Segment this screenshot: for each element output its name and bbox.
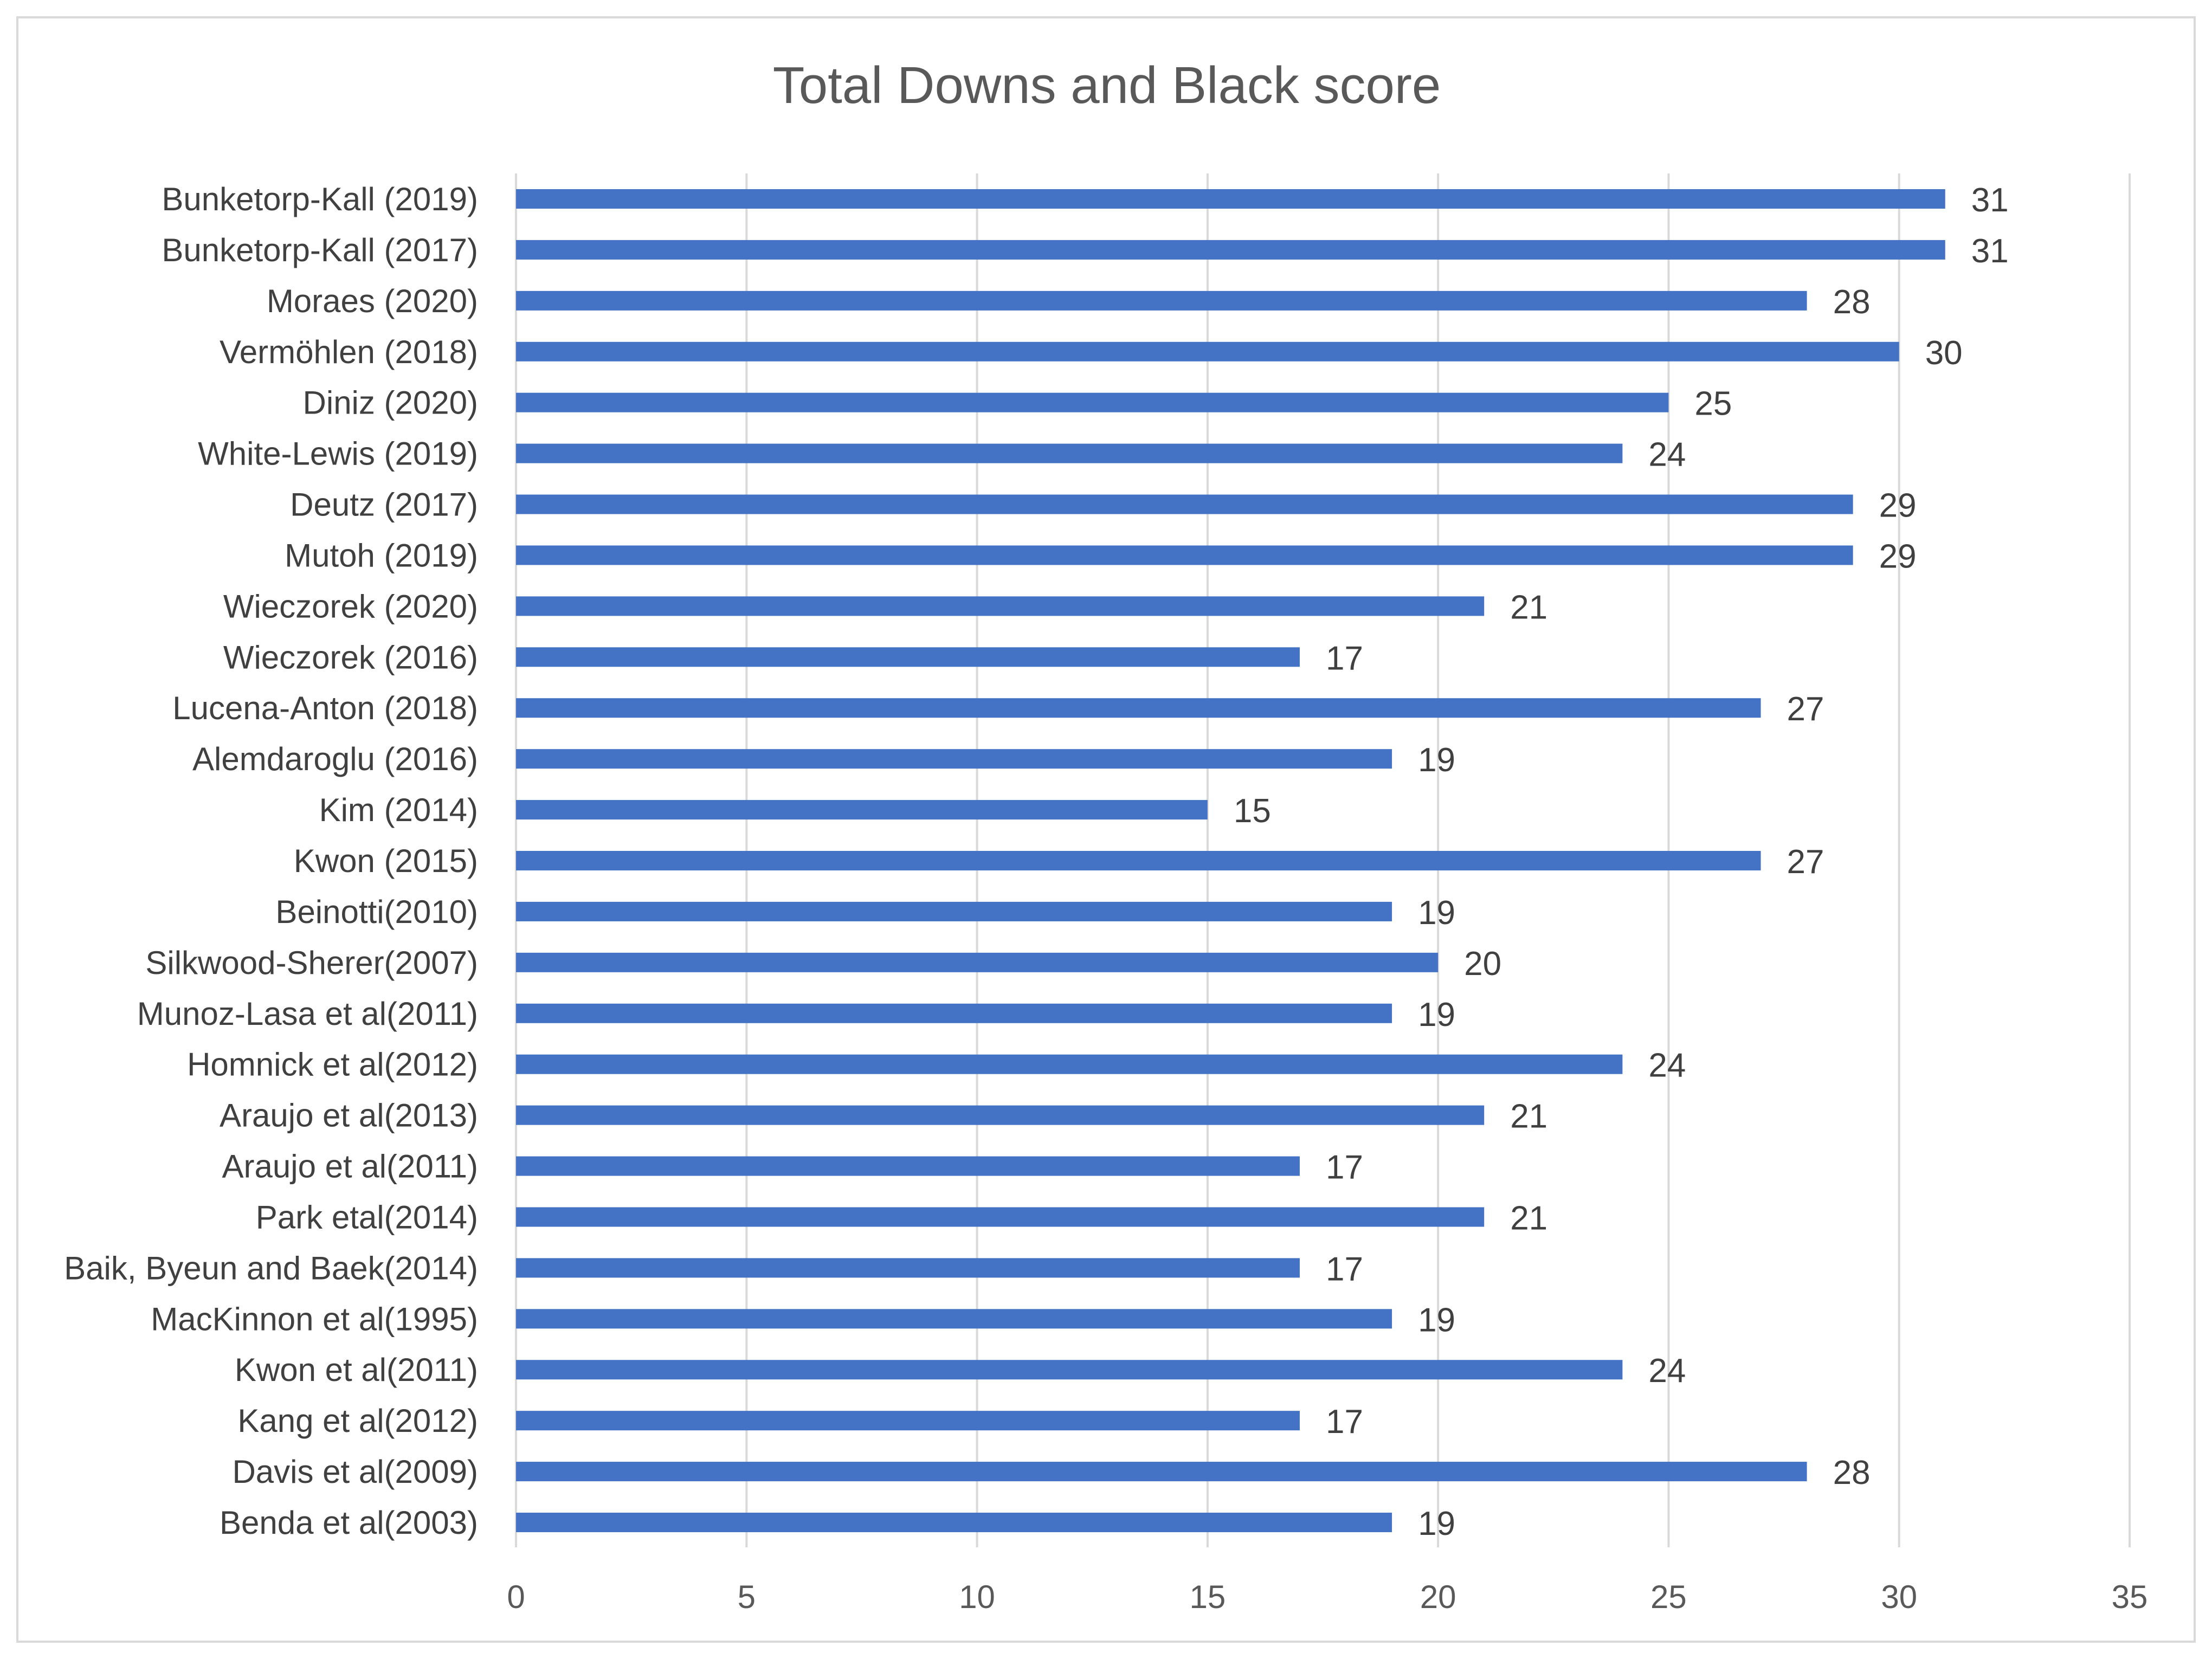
data-label: 17	[1326, 640, 1363, 677]
bar	[516, 341, 1899, 362]
category-label: Vermöhlen (2018)	[220, 334, 478, 370]
x-tick-label: 20	[1420, 1579, 1456, 1615]
category-label: Araujo et al(2011)	[222, 1148, 479, 1185]
category-label: Benda et al(2003)	[220, 1505, 478, 1541]
bar	[516, 1054, 1623, 1074]
chart-title: Total Downs and Black score	[773, 56, 1441, 114]
category-labels: Bunketorp-Kall (2019) Bunketorp-Kall (201…	[64, 181, 478, 1541]
bar	[516, 1003, 1392, 1023]
x-tick-label: 15	[1189, 1579, 1226, 1615]
bar	[516, 392, 1669, 412]
bar	[516, 189, 1945, 209]
bar	[516, 749, 1392, 769]
data-label: 24	[1648, 436, 1686, 474]
category-label: Kwon (2015)	[294, 843, 478, 879]
category-label: Moraes (2020)	[267, 283, 478, 319]
data-label: 31	[1971, 182, 2009, 219]
data-label: 19	[1418, 1301, 1455, 1339]
x-tick-label: 5	[738, 1579, 756, 1615]
category-label: Mutoh (2019)	[285, 537, 478, 573]
category-label: Wieczorek (2020)	[223, 588, 478, 624]
category-label: Lucena-Anton (2018)	[172, 690, 478, 726]
bar	[516, 1207, 1485, 1227]
bar	[516, 698, 1761, 718]
data-label: 27	[1787, 843, 1824, 881]
category-label: Homnick et al(2012)	[187, 1047, 478, 1083]
category-label: Davis et al(2009)	[232, 1454, 478, 1490]
data-label: 25	[1694, 385, 1732, 423]
data-label: 28	[1833, 1454, 1871, 1492]
category-label: Diniz (2020)	[303, 385, 478, 421]
category-label: MacKinnon et al(1995)	[151, 1301, 478, 1337]
data-label: 29	[1879, 538, 1917, 575]
x-tick-label: 10	[959, 1579, 995, 1615]
data-label: 19	[1418, 894, 1455, 932]
bar	[516, 596, 1485, 616]
bar	[516, 545, 1853, 565]
data-label: 21	[1510, 589, 1547, 626]
category-label: Alemdaroglu (2016)	[192, 741, 478, 777]
x-tick-label: 30	[1881, 1579, 1917, 1615]
bar	[516, 1309, 1392, 1329]
bar	[516, 1360, 1623, 1380]
category-label: White-Lewis (2019)	[198, 436, 478, 472]
data-label: 20	[1464, 945, 1501, 983]
bar	[516, 800, 1208, 820]
data-label: 30	[1925, 334, 1963, 372]
x-tick-label: 0	[507, 1579, 525, 1615]
bar	[516, 851, 1761, 870]
category-label: Araujo et al(2013)	[220, 1098, 478, 1134]
x-tick-labels: 0 5 10 15 20 25 30 35	[507, 1579, 2147, 1615]
category-label: Deutz (2017)	[290, 487, 478, 523]
data-label: 31	[1971, 233, 2009, 270]
x-tick-label: 35	[2112, 1579, 2148, 1615]
category-label: Kang et al(2012)	[237, 1403, 478, 1439]
data-label: 27	[1787, 690, 1824, 728]
bar	[516, 240, 1945, 260]
bar	[516, 952, 1439, 972]
bar	[516, 1411, 1300, 1431]
data-label: 19	[1418, 1505, 1455, 1542]
bar	[516, 901, 1392, 921]
bar	[516, 1462, 1807, 1482]
data-label: 21	[1510, 1098, 1547, 1135]
bar	[516, 1105, 1485, 1125]
category-label: Munoz-Lasa et al(2011)	[137, 996, 478, 1032]
data-label: 21	[1510, 1199, 1547, 1237]
bar	[516, 1156, 1300, 1176]
bar	[516, 647, 1300, 667]
bars	[516, 189, 1945, 1532]
bar	[516, 443, 1623, 463]
category-label: Kim (2014)	[319, 792, 478, 828]
category-label: Kwon et al(2011)	[235, 1352, 478, 1388]
data-label: 17	[1326, 1403, 1363, 1441]
category-label: Bunketorp-Kall (2019)	[162, 181, 478, 217]
bar	[516, 291, 1807, 311]
category-label: Silkwood-Sherer(2007)	[145, 945, 478, 981]
category-label: Bunketorp-Kall (2017)	[162, 232, 478, 268]
bar	[516, 494, 1853, 514]
bar	[516, 1513, 1392, 1532]
data-labels: 3131283025242929211727191527192019242117…	[1234, 182, 2009, 1542]
data-label: 19	[1418, 996, 1455, 1034]
data-label: 17	[1326, 1250, 1363, 1288]
data-label: 29	[1879, 487, 1917, 525]
x-tick-label: 25	[1650, 1579, 1687, 1615]
data-label: 24	[1648, 1047, 1686, 1085]
data-label: 24	[1648, 1352, 1686, 1390]
category-label: Baik, Byeun and Baek(2014)	[64, 1250, 478, 1286]
data-label: 15	[1234, 792, 1271, 830]
data-label: 19	[1418, 741, 1455, 779]
category-label: Beinotti(2010)	[275, 894, 478, 930]
category-label: Park etal(2014)	[256, 1199, 478, 1235]
data-label: 17	[1326, 1149, 1363, 1186]
category-label: Wieczorek (2016)	[223, 639, 478, 675]
bar	[516, 1258, 1300, 1278]
data-label: 28	[1833, 283, 1871, 321]
